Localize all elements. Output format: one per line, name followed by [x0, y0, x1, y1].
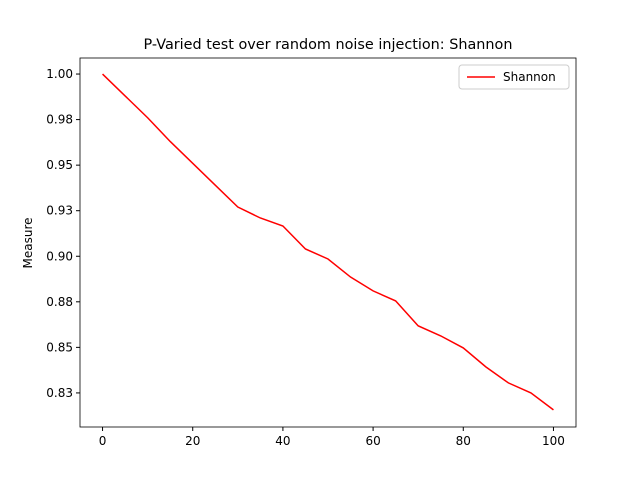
y-tick-label: 0.95	[46, 158, 73, 172]
y-axis-label: Measure	[21, 218, 35, 269]
y-tick-label: 1.00	[46, 67, 73, 81]
y-tick-label: 0.98	[46, 113, 73, 127]
plot-frame	[79, 57, 577, 428]
y-tick-label: 0.93	[46, 204, 73, 218]
x-tick-label: 60	[365, 434, 380, 448]
x-tick-label: 20	[185, 434, 200, 448]
legend-box	[458, 64, 570, 90]
x-tick-label: 40	[275, 434, 290, 448]
data-line	[102, 73, 554, 411]
y-tick-label: 0.88	[46, 295, 73, 309]
y-tick-label: 0.85	[46, 340, 73, 354]
x-tick-label: 0	[99, 434, 107, 448]
x-tick-label: 100	[542, 434, 565, 448]
chart-title: P-Varied test over random noise injectio…	[144, 37, 513, 53]
legend-label: Shannon	[503, 70, 556, 84]
y-tick-label: 0.90	[46, 249, 73, 263]
y-tick-label: 0.83	[46, 386, 73, 400]
x-tick-label: 80	[456, 434, 471, 448]
